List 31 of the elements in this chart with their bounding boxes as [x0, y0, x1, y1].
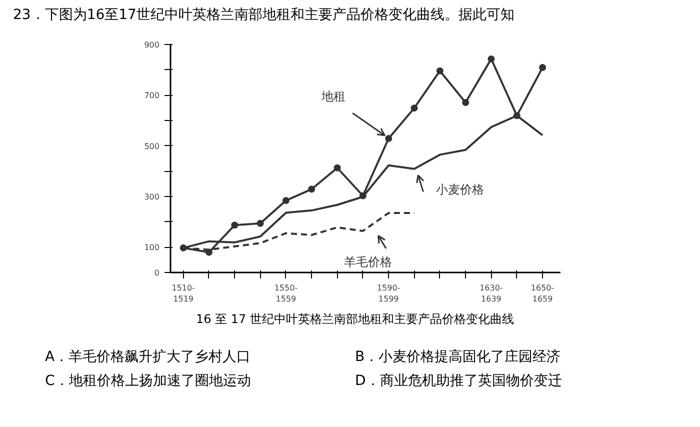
- point: [436, 67, 444, 74]
- chart-title: 23．下图为16至17世纪中叶英格兰南部地租和主要产品价格变化曲线。据此可知: [12, 6, 516, 25]
- y-tick-label: 700: [144, 91, 160, 100]
- y-tick-label: 0: [154, 268, 160, 278]
- text: A．羊毛价格飙升扩大了乡村人口: [45, 348, 252, 367]
- text: B．小麦价格提高固化了庄园经济: [355, 348, 562, 367]
- point: [462, 99, 470, 106]
- x-tick-label: 1510- 1519: [172, 284, 196, 304]
- y-tick-label: 300: [144, 192, 160, 202]
- y-tick-label: 900: [144, 40, 160, 50]
- point: [231, 222, 238, 229]
- x-tick-label: 1630- 1639: [480, 284, 503, 304]
- y-tick-label: 500: [144, 142, 160, 151]
- point: [308, 186, 316, 193]
- text: D．商业危机助推了英国物价变迁: [355, 372, 563, 391]
- point: [385, 134, 392, 142]
- point: [334, 164, 341, 172]
- x-tick-label: 1650- 1659: [530, 284, 554, 304]
- point: [539, 64, 546, 72]
- point: [256, 220, 264, 227]
- point: [410, 104, 418, 112]
- legend-label: 小麦价格: [436, 182, 484, 197]
- y-tick-label: 100: [144, 243, 160, 252]
- x-tick-label: 1590- 1599: [376, 284, 400, 304]
- x-tick-label: 1550- 1559: [274, 284, 298, 304]
- text: C．地租价格上扬加速了圈地运动: [45, 372, 252, 391]
- point: [488, 55, 495, 62]
- text: 16 至 17 世纪中叶英格兰南部地租和主要产品价格变化曲线: [195, 311, 515, 328]
- text: 羊毛价格: [344, 254, 392, 269]
- point: [282, 197, 290, 204]
- text: 地租: [320, 89, 346, 104]
